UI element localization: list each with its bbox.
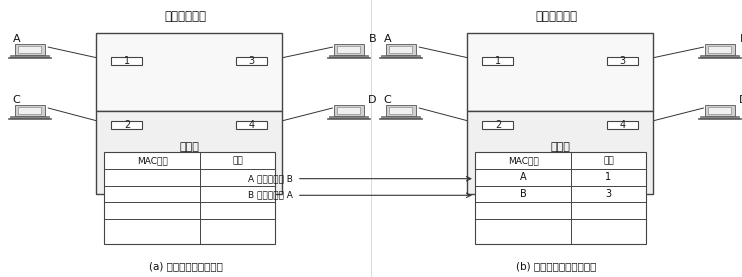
Text: MAC地址: MAC地址 (137, 156, 168, 165)
Bar (8, 57, 51, 58)
Text: B: B (369, 34, 376, 44)
Text: 2: 2 (495, 120, 501, 130)
Text: C: C (13, 95, 20, 105)
Bar (386, 44, 416, 55)
Bar (111, 121, 142, 129)
Text: 3: 3 (605, 189, 611, 199)
Text: 1: 1 (124, 56, 130, 66)
Text: A: A (13, 34, 20, 44)
Bar (19, 107, 41, 114)
Text: (a) 交换表一开始是空的: (a) 交换表一开始是空的 (148, 261, 223, 271)
Text: A 发送一帧给 B: A 发送一帧给 B (249, 174, 293, 183)
Bar (381, 55, 421, 57)
Bar (334, 105, 364, 116)
Bar (96, 111, 282, 194)
Bar (390, 107, 412, 114)
Bar (327, 57, 370, 58)
Text: 3: 3 (249, 56, 255, 66)
Bar (379, 118, 422, 119)
Bar (8, 118, 51, 119)
Text: B: B (740, 34, 742, 44)
Text: 交换表: 交换表 (551, 142, 570, 152)
Bar (381, 116, 421, 118)
Bar (467, 33, 653, 111)
Bar (19, 46, 41, 53)
Text: MAC地址: MAC地址 (508, 156, 539, 165)
Bar (329, 116, 369, 118)
Bar (10, 55, 50, 57)
Bar (327, 118, 370, 119)
Bar (104, 152, 275, 244)
Bar (390, 46, 412, 53)
Text: A: A (384, 34, 391, 44)
Bar (482, 57, 513, 65)
Text: A: A (520, 172, 526, 182)
Bar (96, 33, 282, 111)
Bar (329, 55, 369, 57)
Bar (467, 111, 653, 194)
Text: D: D (368, 95, 377, 105)
Text: 1: 1 (495, 56, 501, 66)
Text: 1: 1 (605, 172, 611, 182)
Bar (236, 121, 267, 129)
Bar (700, 55, 740, 57)
Text: 以太网交换机: 以太网交换机 (165, 10, 206, 23)
Bar (10, 116, 50, 118)
Bar (607, 121, 638, 129)
Text: 3: 3 (620, 56, 626, 66)
Bar (334, 44, 364, 55)
Bar (705, 44, 735, 55)
Bar (709, 107, 731, 114)
Text: 2: 2 (124, 120, 130, 130)
Bar (705, 105, 735, 116)
Text: B: B (519, 189, 527, 199)
Bar (15, 44, 45, 55)
Bar (338, 107, 360, 114)
Text: C: C (384, 95, 391, 105)
Bar (236, 57, 267, 65)
Bar (709, 46, 731, 53)
Text: (b) 交换了两帧后的交换表: (b) 交换了两帧后的交换表 (516, 261, 597, 271)
Text: 4: 4 (249, 120, 255, 130)
Text: B 发送一帧给 A: B 发送一帧给 A (249, 191, 293, 200)
Bar (700, 116, 740, 118)
Text: 接口: 接口 (232, 156, 243, 165)
Bar (482, 121, 513, 129)
Bar (475, 152, 646, 244)
Bar (379, 57, 422, 58)
Bar (386, 105, 416, 116)
Text: 以太网交换机: 以太网交换机 (536, 10, 577, 23)
Bar (338, 46, 360, 53)
Bar (698, 57, 741, 58)
Bar (15, 105, 45, 116)
Bar (607, 57, 638, 65)
Text: 接口: 接口 (603, 156, 614, 165)
Text: D: D (739, 95, 742, 105)
Text: 4: 4 (620, 120, 626, 130)
Bar (111, 57, 142, 65)
Bar (698, 118, 741, 119)
Text: 交换表: 交换表 (180, 142, 199, 152)
